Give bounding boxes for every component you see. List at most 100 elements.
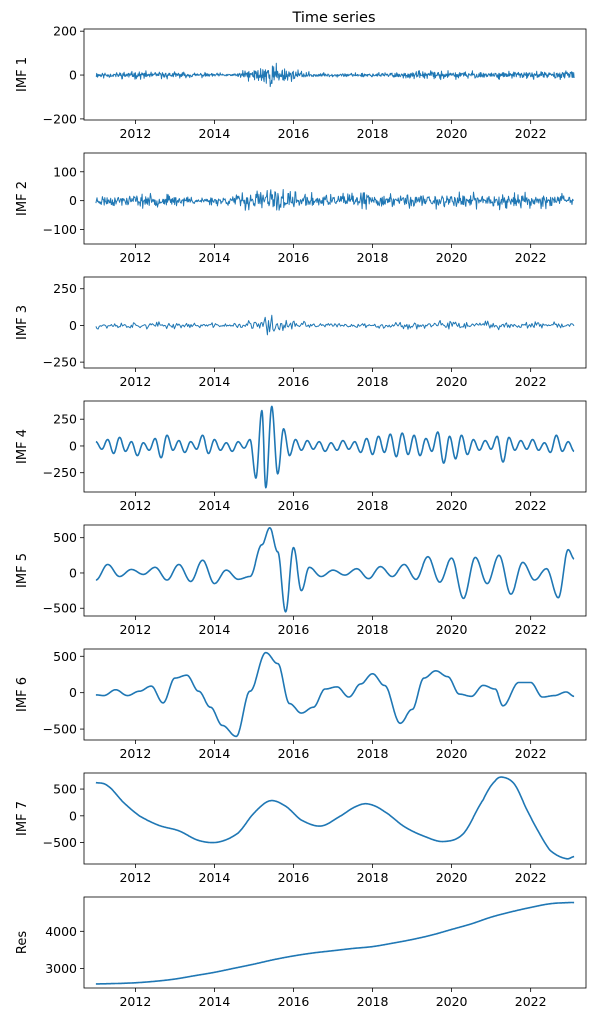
x-tick-label: 2016 bbox=[278, 126, 310, 141]
y-axis-label: IMF 3 bbox=[15, 305, 30, 340]
axes-frame-7 bbox=[83, 772, 587, 865]
panel-1: 2012 2014 2016 2018 2020 2022 −200 0 200 IMF 1 bbox=[15, 24, 587, 141]
y-tick-label: 0 bbox=[69, 438, 77, 453]
y-tick-label: 0 bbox=[69, 685, 77, 700]
panel-7: 2012 2014 2016 2018 2020 2022 −500 0 500 IMF 7 bbox=[15, 772, 587, 885]
x-tick-label: 2018 bbox=[357, 994, 389, 1009]
panel-4: 2012 2014 2016 2018 2020 2022 −250 0 250 IMF 4 bbox=[15, 400, 587, 513]
series-line-8 bbox=[95, 901, 575, 985]
x-tick-label: 2022 bbox=[515, 746, 547, 761]
y-axis-label: IMF 2 bbox=[15, 181, 30, 216]
panel-3: 2012 2014 2016 2018 2020 2022 −250 0 250 IMF 3 bbox=[15, 276, 587, 389]
panel-5: 2012 2014 2016 2018 2020 2022 −500 0 500 IMF 5 bbox=[15, 524, 587, 637]
y-axis-label: IMF 4 bbox=[15, 429, 30, 464]
panels: 2012 2014 2016 2018 2020 2022 −200 0 200 IMF 1 201… bbox=[15, 24, 587, 1009]
y-tick-label: −200 bbox=[43, 111, 77, 126]
chart-title: Time series bbox=[291, 10, 375, 26]
series-line-5 bbox=[95, 527, 575, 613]
x-tick-label: 2016 bbox=[278, 994, 310, 1009]
x-tick-label: 2014 bbox=[199, 746, 231, 761]
series-line-2 bbox=[95, 189, 574, 211]
y-tick-label: −250 bbox=[43, 465, 77, 480]
y-tick-label: 0 bbox=[69, 193, 77, 208]
y-axis-label: IMF 6 bbox=[15, 677, 30, 712]
x-tick-label: 2014 bbox=[199, 126, 231, 141]
x-tick-label: 2020 bbox=[436, 870, 468, 885]
y-tick-label: −100 bbox=[43, 222, 77, 237]
y-tick-label: 200 bbox=[53, 24, 77, 39]
panel-6: 2012 2014 2016 2018 2020 2022 −500 0 500 IMF 6 bbox=[15, 648, 587, 761]
y-tick-label: 500 bbox=[53, 530, 77, 545]
y-tick-label: −500 bbox=[43, 835, 77, 850]
y-tick-label: 0 bbox=[69, 808, 77, 823]
x-tick-label: 2012 bbox=[119, 870, 151, 885]
y-tick-label: 500 bbox=[53, 649, 77, 664]
axes-frame-3 bbox=[83, 276, 587, 369]
x-tick-label: 2016 bbox=[278, 746, 310, 761]
axes-frame-6 bbox=[83, 648, 587, 741]
x-tick-label: 2012 bbox=[119, 374, 151, 389]
series-line-1 bbox=[95, 62, 575, 88]
x-tick-label: 2016 bbox=[278, 374, 310, 389]
x-tick-label: 2012 bbox=[119, 498, 151, 513]
y-tick-label: −500 bbox=[43, 601, 77, 616]
x-tick-label: 2014 bbox=[199, 374, 231, 389]
axes-frame-5 bbox=[83, 524, 587, 617]
x-tick-label: 2018 bbox=[357, 870, 389, 885]
y-tick-label: −500 bbox=[43, 722, 77, 737]
x-tick-label: 2016 bbox=[278, 498, 310, 513]
x-tick-label: 2012 bbox=[119, 746, 151, 761]
y-tick-label: 4000 bbox=[45, 924, 77, 939]
x-tick-label: 2020 bbox=[436, 994, 468, 1009]
x-tick-label: 2022 bbox=[515, 126, 547, 141]
series-line-4 bbox=[95, 405, 575, 489]
y-tick-label: 250 bbox=[53, 412, 77, 427]
series-line-7 bbox=[95, 776, 575, 860]
x-tick-label: 2018 bbox=[357, 498, 389, 513]
x-tick-label: 2020 bbox=[436, 622, 468, 637]
x-tick-label: 2012 bbox=[119, 250, 151, 265]
x-tick-label: 2018 bbox=[357, 250, 389, 265]
y-tick-label: 100 bbox=[53, 164, 77, 179]
y-tick-label: 0 bbox=[69, 565, 77, 580]
x-tick-label: 2020 bbox=[436, 126, 468, 141]
x-tick-label: 2014 bbox=[199, 870, 231, 885]
y-tick-label: 3000 bbox=[45, 961, 77, 976]
panel-8: 2012 2014 2016 2018 2020 2022 3000 4000 Res bbox=[15, 896, 587, 1009]
x-tick-label: 2020 bbox=[436, 746, 468, 761]
x-tick-label: 2016 bbox=[278, 622, 310, 637]
series-line-6 bbox=[95, 651, 575, 738]
axes-frame-1 bbox=[83, 28, 587, 121]
x-tick-label: 2020 bbox=[436, 250, 468, 265]
x-tick-label: 2016 bbox=[278, 870, 310, 885]
x-tick-label: 2012 bbox=[119, 126, 151, 141]
axes-frame-8 bbox=[83, 896, 587, 989]
x-tick-label: 2020 bbox=[436, 374, 468, 389]
x-tick-label: 2016 bbox=[278, 250, 310, 265]
x-tick-label: 2022 bbox=[515, 870, 547, 885]
x-tick-label: 2014 bbox=[199, 994, 231, 1009]
x-tick-label: 2014 bbox=[199, 498, 231, 513]
x-tick-label: 2022 bbox=[515, 250, 547, 265]
x-tick-label: 2018 bbox=[357, 622, 389, 637]
x-tick-label: 2014 bbox=[199, 622, 231, 637]
x-tick-label: 2020 bbox=[436, 498, 468, 513]
x-tick-label: 2012 bbox=[119, 622, 151, 637]
x-tick-label: 2022 bbox=[515, 622, 547, 637]
panel-2: 2012 2014 2016 2018 2020 2022 −100 0 100 IMF 2 bbox=[15, 152, 587, 265]
y-tick-label: −250 bbox=[43, 355, 77, 370]
x-tick-label: 2018 bbox=[357, 374, 389, 389]
x-tick-label: 2018 bbox=[357, 746, 389, 761]
x-tick-label: 2022 bbox=[515, 374, 547, 389]
y-axis-label: IMF 7 bbox=[15, 801, 30, 836]
x-tick-label: 2022 bbox=[515, 994, 547, 1009]
x-tick-label: 2014 bbox=[199, 250, 231, 265]
y-tick-label: 0 bbox=[69, 68, 77, 83]
y-axis-label: Res bbox=[15, 931, 30, 954]
y-axis-label: IMF 1 bbox=[15, 57, 30, 92]
y-tick-label: 0 bbox=[69, 318, 77, 333]
series-line-3 bbox=[95, 314, 575, 336]
axes-frame-4 bbox=[83, 400, 587, 493]
axes-frame-2 bbox=[83, 152, 587, 245]
